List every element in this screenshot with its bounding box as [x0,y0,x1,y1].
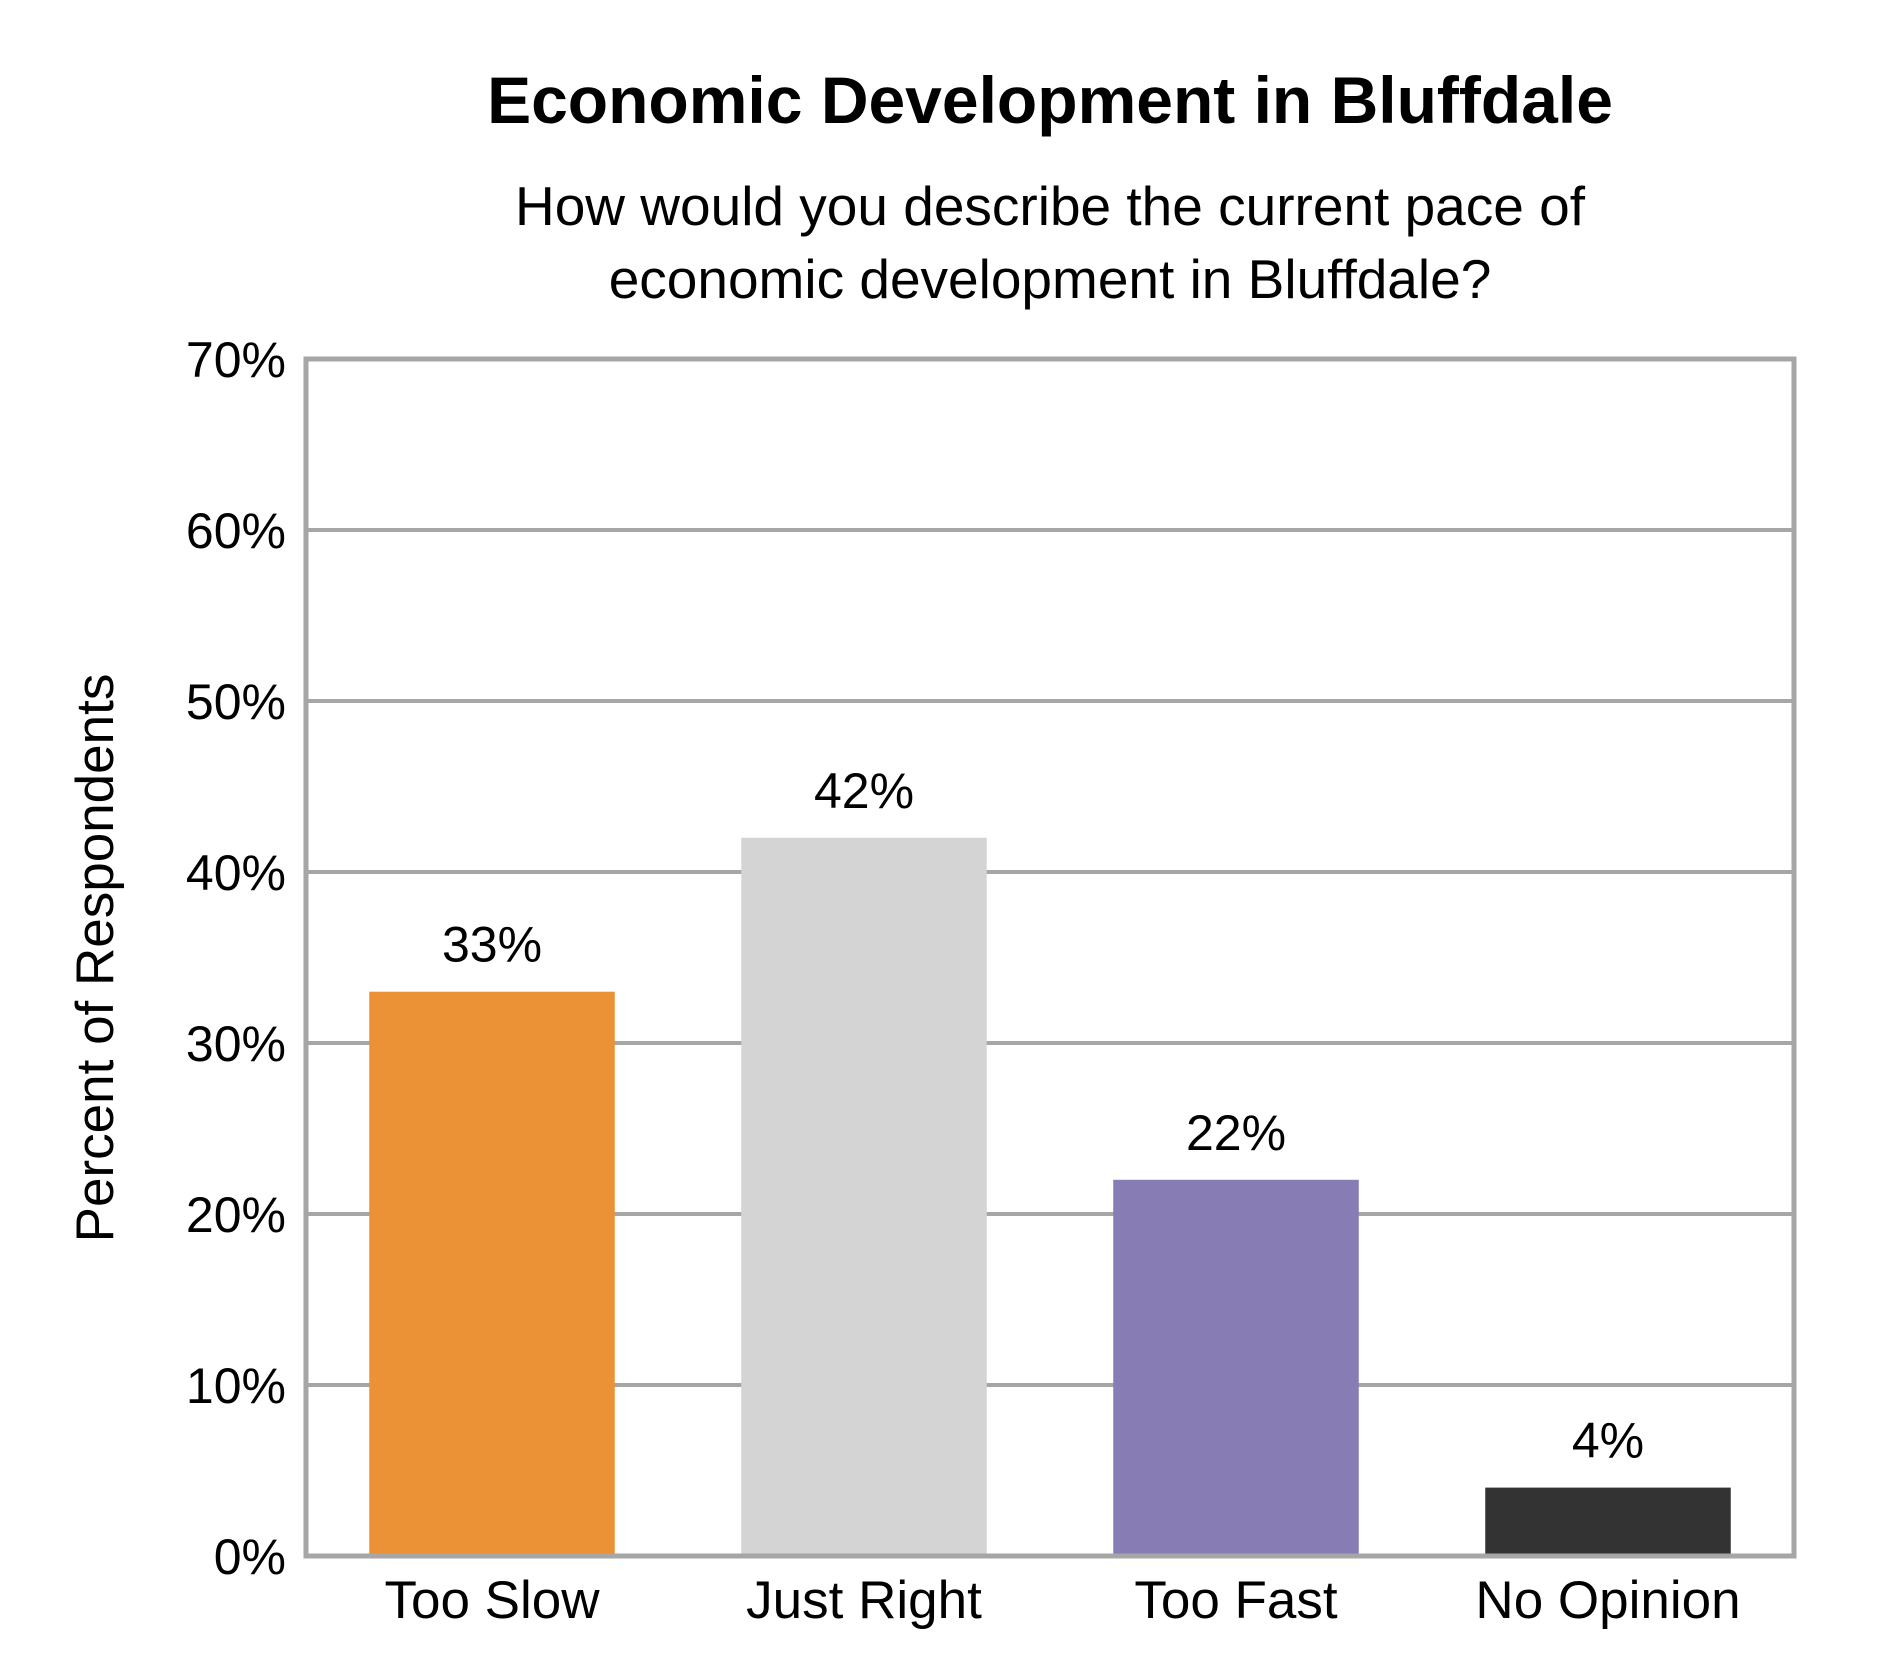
y-tick-label: 60% [186,503,286,559]
category-label: No Opinion [1475,1571,1740,1630]
bar-too-slow [369,991,615,1556]
y-axis-ticks: 0% 10% 20% 30% 40% 50% 60% 70% [186,332,286,1585]
y-tick-label: 30% [186,1016,286,1072]
data-label: 22% [1186,1105,1286,1161]
data-label: 33% [442,917,542,973]
category-label: Too Fast [1134,1571,1338,1630]
y-tick-label: 40% [186,845,286,901]
data-label: 4% [1572,1413,1644,1469]
data-label: 42% [814,763,914,819]
category-label: Just Right [746,1571,982,1630]
bar-no-opinion [1485,1487,1731,1556]
y-tick-label: 70% [186,332,286,388]
y-tick-label: 10% [186,1358,286,1414]
y-tick-label: 0% [214,1529,286,1585]
data-labels: 33% 42% 22% 4% [442,763,1644,1469]
y-tick-label: 20% [186,1187,286,1243]
chart-subtitle-line-1: How would you describe the current pace … [515,175,1586,237]
bar-just-right [741,837,987,1556]
bars [369,837,1731,1556]
plot-frame [303,356,1797,1559]
y-tick-label: 50% [186,674,286,730]
category-label: Too Slow [384,1571,600,1630]
bar-too-fast [1113,1179,1359,1556]
chart-title: Economic Development in Bluffdale [487,63,1613,137]
category-labels: Too Slow Just Right Too Fast No Opinion [384,1571,1740,1630]
chart-subtitle-line-2: economic development in Bluffdale? [609,248,1492,310]
y-axis-title: Percent of Respondents [66,674,125,1243]
